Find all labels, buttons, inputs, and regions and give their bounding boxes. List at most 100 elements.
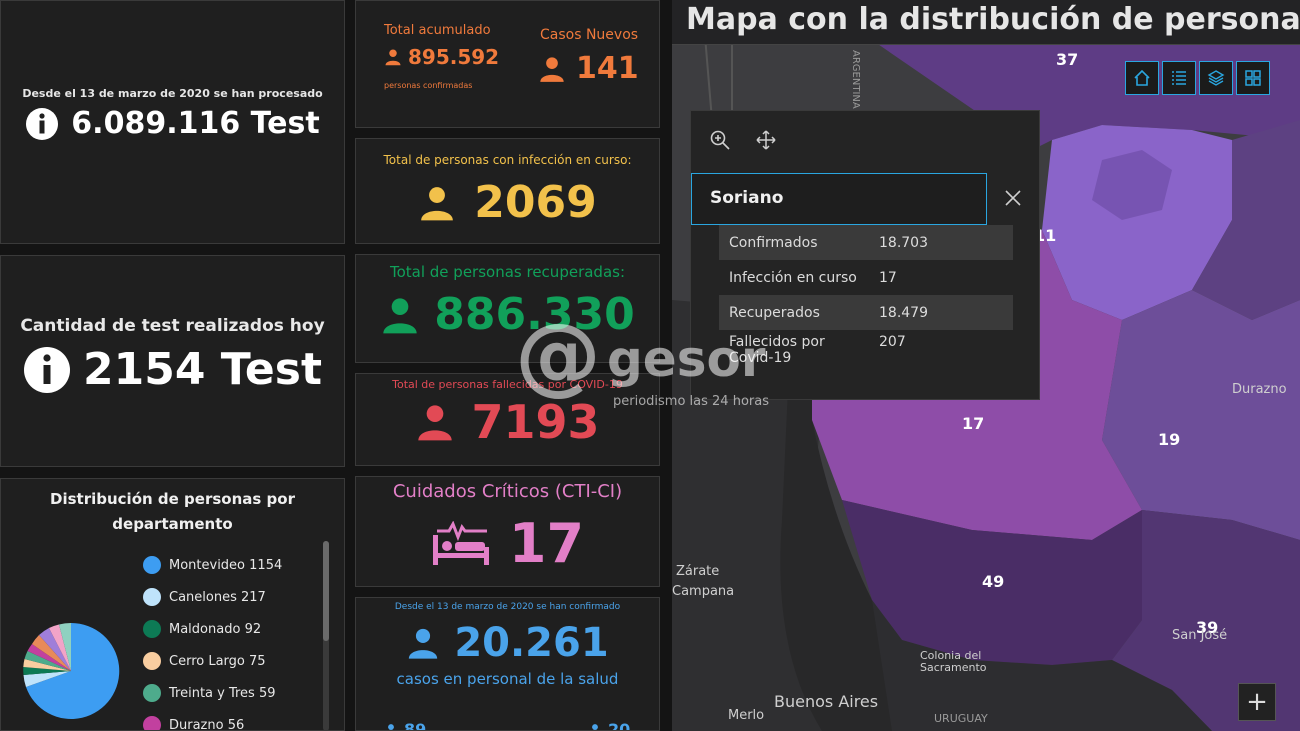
home-button[interactable] xyxy=(1125,61,1159,95)
legend-item-montevideo[interactable]: Montevideo 1154 xyxy=(143,549,313,581)
popup-row-key: Infección en curso xyxy=(729,269,857,286)
person-icon xyxy=(540,56,564,82)
place-label: Buenos Aires xyxy=(774,692,879,711)
legend-count: 1154 xyxy=(249,557,283,573)
health-staff-panel: Desde el 13 de marzo de 2020 se han conf… xyxy=(355,597,660,731)
popup-row-value: 17 xyxy=(879,269,897,286)
pie-slice-treinta-y-tres xyxy=(24,651,71,671)
person-icon xyxy=(383,297,417,333)
person-icon xyxy=(418,405,453,441)
region-count-label: 39 xyxy=(1196,618,1219,637)
popup-row-value: 18.703 xyxy=(879,234,928,251)
map-panel[interactable]: Mapa con la distribución de personas 37 … xyxy=(672,0,1300,731)
place-label: ARGENTINA xyxy=(850,50,861,109)
deceased-value: 7193 xyxy=(471,395,600,449)
legend-scrollbar[interactable] xyxy=(323,541,329,730)
place-label: Colonia del Sacramento xyxy=(920,649,987,674)
tests-today-value: 2154 Test xyxy=(82,344,322,395)
feature-popup: Soriano Confirmados 18.703 Infección en … xyxy=(690,110,1040,400)
popup-row: Infección en curso 17 xyxy=(719,260,1013,295)
popup-row: Fallecidos por Covid-19 207 xyxy=(719,330,1013,378)
region-count-label: 19 xyxy=(1158,430,1181,449)
legend-item-maldonado[interactable]: Maldonado 92 xyxy=(143,613,313,645)
tests-total-value: 6.089.116 Test xyxy=(71,106,320,141)
critical-value: 17 xyxy=(508,512,585,575)
place-label: Merlo xyxy=(728,708,765,723)
popup-row-value: 207 xyxy=(879,334,906,350)
popup-row-key: Confirmados xyxy=(729,234,818,251)
legend-count: 59 xyxy=(258,685,276,701)
popup-title: Soriano xyxy=(710,188,784,208)
critical-label: Cuidados Críticos (CTI-CI) xyxy=(392,481,623,502)
info-icon xyxy=(23,346,70,393)
recovered-label: Total de personas recuperadas: xyxy=(389,263,626,281)
map-toolbar xyxy=(1125,61,1270,95)
popup-row-value: 18.479 xyxy=(879,304,928,321)
health-staff-caption: Desde el 13 de marzo de 2020 se han conf… xyxy=(394,602,621,612)
health-staff-partial-left: 89 xyxy=(404,720,427,731)
person-icon xyxy=(388,723,394,730)
person-icon xyxy=(409,628,438,659)
legend-dot xyxy=(143,684,161,702)
map-title-bar: Mapa con la distribución de personas xyxy=(672,0,1300,45)
tests-total-caption: Desde el 13 de marzo de 2020 se han proc… xyxy=(22,87,323,100)
person-icon xyxy=(592,723,598,730)
popup-row-key: Fallecidos por Covid-19 xyxy=(729,334,825,366)
pie-slice-others-4 xyxy=(59,622,71,671)
distribution-panel: Distribución de personas por departament… xyxy=(0,478,345,731)
legend-dot xyxy=(143,620,161,638)
distribution-title: Distribución de personas por departament… xyxy=(1,487,344,537)
move-icon[interactable] xyxy=(755,129,777,151)
legend-button[interactable] xyxy=(1162,61,1196,95)
popup-title-bar[interactable]: Soriano xyxy=(691,173,987,225)
critical-panel: Cuidados Críticos (CTI-CI) 17 xyxy=(355,476,660,587)
legend-item-canelones[interactable]: Canelones 217 xyxy=(143,581,313,613)
distribution-title-line2: departamento xyxy=(112,515,233,533)
distribution-pie-chart[interactable] xyxy=(21,621,121,721)
region-count-label: 37 xyxy=(1056,50,1079,69)
popup-row: Recuperados 18.479 xyxy=(719,295,1013,330)
legend-item-treinta-y-tres[interactable]: Treinta y Tres 59 xyxy=(143,677,313,709)
legend-count: 56 xyxy=(227,717,245,731)
legend-item-durazno[interactable]: Durazno 56 xyxy=(143,709,313,731)
legend-scrollbar-thumb[interactable] xyxy=(323,541,329,641)
layers-button[interactable] xyxy=(1199,61,1233,95)
popup-row: Confirmados 18.703 xyxy=(719,225,1013,260)
active-panel: Total de personas con infección en curso… xyxy=(355,138,660,244)
recovered-value: 886.330 xyxy=(434,289,635,340)
close-icon[interactable] xyxy=(1004,189,1022,207)
pie-slice-others-3 xyxy=(49,624,71,671)
legend-name: Durazno xyxy=(169,717,224,731)
health-staff-sub: casos en personal de la salud xyxy=(396,670,619,688)
legend-dot xyxy=(143,588,161,606)
pie-slice-maldonado xyxy=(23,667,72,675)
accumulated-sub: personas confirmadas xyxy=(384,81,473,90)
place-label: San José xyxy=(1172,628,1228,643)
basemap-button[interactable] xyxy=(1236,61,1270,95)
grid-icon xyxy=(1245,70,1261,86)
list-icon xyxy=(1172,71,1186,85)
pie-slice-others-1 xyxy=(32,635,71,671)
tests-today-panel: Cantidad de test realizados hoy 2154 Tes… xyxy=(0,255,345,467)
legend-dot xyxy=(143,556,161,574)
pie-slice-cerro-largo xyxy=(23,659,71,671)
active-value: 2069 xyxy=(474,177,597,228)
popup-row-key: Recuperados xyxy=(729,304,820,321)
legend-item-cerro-largo[interactable]: Cerro Largo 75 xyxy=(143,645,313,677)
legend-dot xyxy=(143,716,161,730)
legend-dot xyxy=(143,652,161,670)
deceased-panel: Total de personas fallecidas por COVID-1… xyxy=(355,373,660,466)
accumulated-label: Total acumulado xyxy=(384,23,491,38)
layers-icon xyxy=(1207,70,1225,86)
home-icon xyxy=(1134,69,1150,86)
pie-slice-durazno xyxy=(27,644,71,671)
hospital-bed-icon xyxy=(432,520,489,565)
person-icon xyxy=(421,186,454,220)
zoom-in-label: + xyxy=(1246,687,1268,717)
zoom-to-icon[interactable] xyxy=(709,129,731,151)
zoom-in-button[interactable]: + xyxy=(1238,683,1276,721)
tests-total-panel: Desde el 13 de marzo de 2020 se han proc… xyxy=(0,0,345,244)
new-cases-label: Casos Nuevos xyxy=(540,27,639,43)
legend-name: Treinta y Tres xyxy=(169,685,255,701)
tests-today-caption: Cantidad de test realizados hoy xyxy=(20,316,325,336)
